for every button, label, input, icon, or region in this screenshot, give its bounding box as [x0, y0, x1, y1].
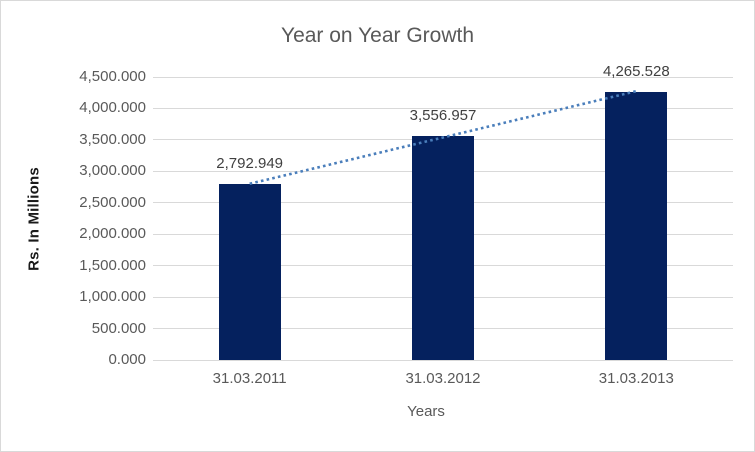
bar — [218, 184, 281, 360]
y-tick-label: 500.000 — [91, 319, 146, 337]
bar-value-label: 3,556.957 — [409, 107, 477, 125]
gridline — [153, 76, 733, 78]
y-tick-label: 3,500.000 — [79, 130, 146, 148]
y-tick-label: 1,500.000 — [79, 256, 146, 274]
x-axis-title: Years — [407, 403, 445, 420]
bar-value-label: 2,792.949 — [216, 155, 284, 173]
y-tick-label: 0.000 — [108, 351, 146, 368]
x-tick-label: 31.03.2013 — [598, 370, 674, 387]
bar — [412, 136, 474, 360]
plot-area: 2,792.949 3,556.957 4,265.528 — [153, 63, 733, 361]
x-tick-label: 31.03.2012 — [405, 370, 481, 387]
y-tick-label: 4,000.000 — [79, 99, 146, 117]
y-tick-label: 1,000.000 — [79, 288, 146, 306]
trendline — [249, 89, 637, 186]
y-tick-label: 4,500.000 — [79, 68, 146, 85]
y-tick-label: 3,000.000 — [79, 162, 146, 180]
y-tick-label: 2,000.000 — [79, 225, 146, 243]
y-axis-title: Rs. In Millions — [25, 167, 43, 271]
bar-value-label: 4,265.528 — [602, 62, 670, 80]
chart-title: Year on Year Growth — [280, 24, 475, 47]
bar — [605, 91, 668, 360]
y-tick-label: 2,500.000 — [79, 193, 146, 211]
gridline — [153, 107, 733, 109]
gridline — [153, 359, 733, 361]
x-tick-label: 31.03.2011 — [212, 370, 287, 387]
trendline-line — [249, 89, 637, 186]
